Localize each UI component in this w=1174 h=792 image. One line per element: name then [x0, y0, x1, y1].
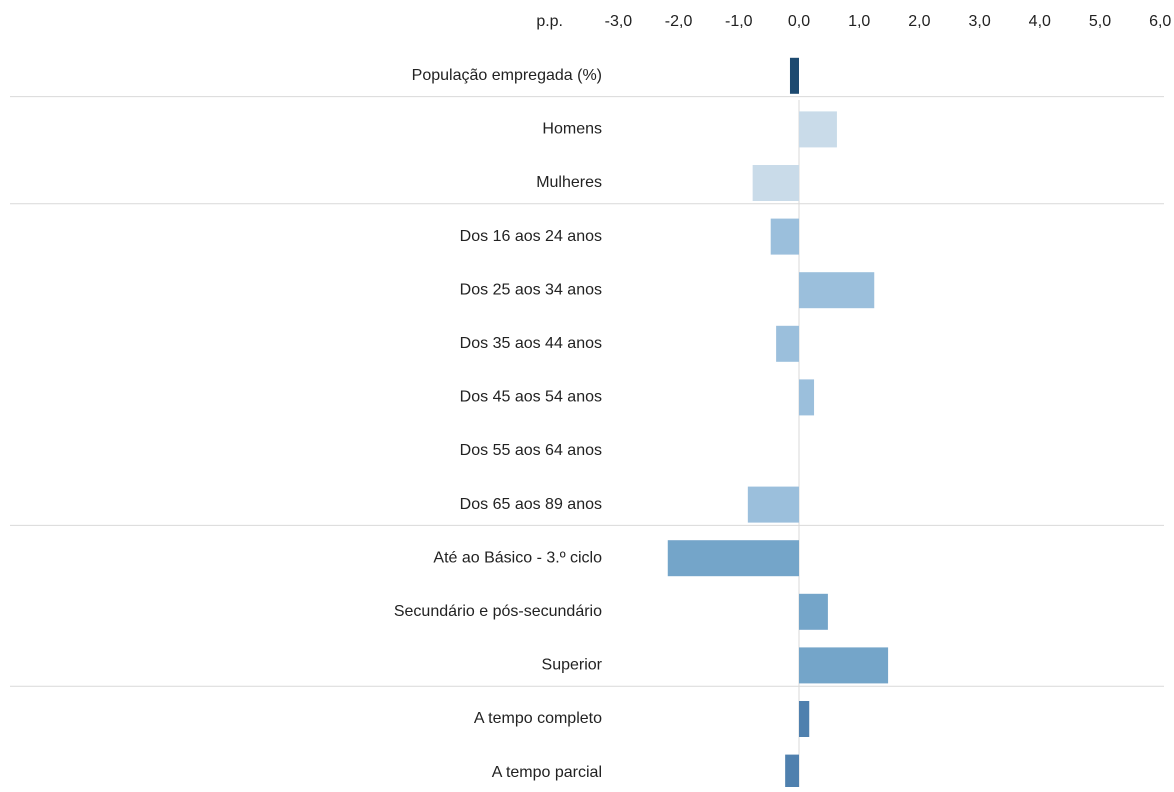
bar — [776, 325, 799, 362]
x-tick-label: 3,0 — [968, 13, 990, 30]
bar — [799, 647, 889, 684]
x-tick-label: 4,0 — [1029, 13, 1051, 30]
x-tick-label: 0,0 — [788, 13, 810, 30]
y-tick-label: Dos 65 aos 89 anos — [460, 496, 602, 513]
x-tick-label: 6,0 — [1149, 13, 1171, 30]
y-tick-label: Mulheres — [536, 174, 602, 191]
bar — [799, 272, 875, 309]
y-tick-label: Secundário e pós-secundário — [394, 603, 602, 620]
x-tick-label: -1,0 — [725, 13, 753, 30]
y-tick-label: Até ao Básico - 3.º ciclo — [433, 549, 602, 566]
bar — [785, 754, 799, 791]
bar — [799, 593, 828, 630]
y-tick-label: População empregada (%) — [412, 67, 602, 84]
bar — [747, 486, 799, 523]
y-tick-label: Superior — [542, 657, 603, 674]
y-tick-label: Dos 55 aos 64 anos — [460, 442, 602, 459]
bar — [799, 701, 810, 737]
bar — [799, 379, 815, 416]
y-tick-label: Homens — [542, 121, 602, 138]
x-tick-label: 2,0 — [908, 13, 930, 30]
bar — [770, 218, 799, 255]
bar — [667, 540, 799, 577]
x-tick-label: -3,0 — [605, 13, 633, 30]
x-tick-label: -2,0 — [665, 13, 693, 30]
y-tick-label: Dos 45 aos 54 anos — [460, 389, 602, 406]
y-tick-label: Dos 16 aos 24 anos — [460, 228, 602, 245]
bar — [789, 57, 799, 94]
x-tick-label: 1,0 — [848, 13, 870, 30]
bar — [799, 111, 837, 148]
x-axis-label: p.p. — [536, 13, 563, 30]
x-tick-label: 5,0 — [1089, 13, 1111, 30]
bar — [752, 165, 799, 201]
y-tick-label: Dos 25 aos 34 anos — [460, 281, 602, 298]
y-tick-label: A tempo parcial — [492, 764, 602, 781]
y-tick-label: A tempo completo — [474, 710, 602, 727]
y-tick-label: Dos 35 aos 44 anos — [460, 335, 602, 352]
